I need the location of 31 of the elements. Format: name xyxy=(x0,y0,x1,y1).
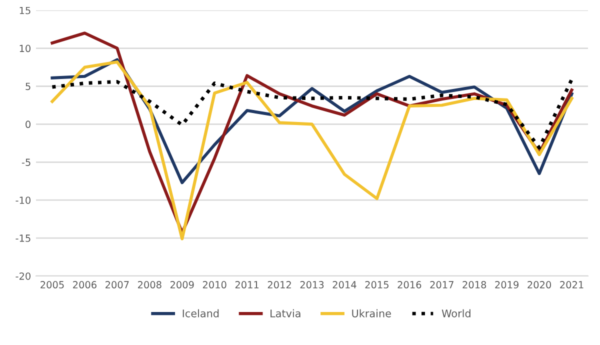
x-tick-label: 2006 xyxy=(73,281,96,288)
y-tick-label: -5 xyxy=(22,158,30,166)
y-tick-label: 10 xyxy=(20,44,30,52)
x-tick-label: 2005 xyxy=(40,281,64,288)
x-tick-label: 2014 xyxy=(332,281,356,288)
y-tick-label: 5 xyxy=(26,82,30,90)
x-tick-label: 2018 xyxy=(462,281,486,288)
x-tick-label: 2009 xyxy=(170,281,194,288)
x-tick-label: 2011 xyxy=(235,281,259,288)
legend-label: Iceland xyxy=(182,309,219,318)
x-tick-label: 2015 xyxy=(365,281,388,288)
y-tick-label: -10 xyxy=(16,196,30,204)
x-tick-label: 2017 xyxy=(430,281,454,288)
x-tick-label: 2016 xyxy=(398,281,422,288)
y-tick-label: -20 xyxy=(16,272,30,280)
x-tick-label: 2008 xyxy=(138,281,162,288)
legend-label: Latvia xyxy=(270,309,300,318)
legend-label: Ukraine xyxy=(352,309,391,318)
line-series xyxy=(50,60,574,240)
legend-label: World xyxy=(442,309,470,318)
y-tick-label: -15 xyxy=(16,234,30,242)
y-tick-label: 15 xyxy=(20,6,30,14)
x-tick-label: 2021 xyxy=(560,281,584,288)
line-series xyxy=(50,78,574,150)
x-tick-label: 2019 xyxy=(495,281,519,288)
x-tick-label: 2010 xyxy=(202,281,226,288)
y-tick-label: 0 xyxy=(26,120,30,128)
x-tick-label: 2020 xyxy=(528,281,552,288)
x-tick-label: 2007 xyxy=(106,281,129,288)
x-tick-label: 2012 xyxy=(268,281,291,288)
x-tick-label: 2013 xyxy=(300,281,324,288)
